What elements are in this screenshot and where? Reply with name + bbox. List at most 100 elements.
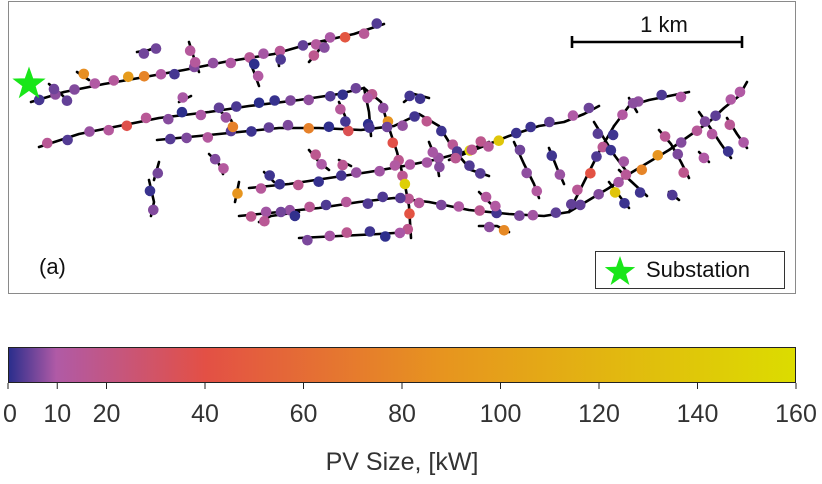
pv-node — [108, 75, 120, 86]
pv-node — [285, 95, 296, 106]
pv-node — [207, 57, 219, 69]
scale-bar-label: 1 km — [640, 12, 688, 37]
pv-node — [48, 83, 60, 95]
pv-node — [659, 131, 671, 142]
pv-node — [613, 176, 624, 188]
pv-node — [195, 109, 207, 121]
pv-node — [189, 57, 201, 68]
pv-node — [304, 201, 315, 213]
colorbar-tick-label: 100 — [479, 400, 522, 428]
colorbar-tick-label: 60 — [289, 400, 318, 428]
pv-node — [181, 132, 192, 144]
pv-node — [313, 176, 325, 187]
pv-node — [138, 48, 150, 59]
pv-node — [450, 152, 461, 164]
pv-node — [706, 128, 718, 140]
pv-node — [252, 70, 264, 82]
pv-node — [339, 32, 351, 43]
pv-node — [169, 68, 180, 80]
pv-node — [409, 111, 420, 122]
colorbar-tick-label: 0 — [3, 400, 17, 428]
pv-node — [480, 191, 492, 203]
pv-node — [152, 167, 164, 179]
pv-node — [484, 221, 495, 233]
pv-node — [336, 170, 347, 181]
pv-node — [325, 91, 336, 102]
pv-node — [567, 110, 579, 121]
pv-node — [453, 201, 465, 212]
pv-node — [310, 149, 322, 160]
pv-node — [121, 120, 133, 132]
pv-node — [209, 153, 221, 165]
pv-node — [436, 125, 447, 137]
pv-node — [364, 226, 376, 237]
pv-node — [165, 133, 176, 145]
pv-node — [220, 112, 232, 123]
pv-node — [343, 125, 354, 137]
pv-node — [609, 187, 621, 198]
pv-node — [636, 164, 648, 176]
pv-node — [634, 187, 646, 198]
pv-node — [78, 68, 90, 80]
substation-marker — [12, 66, 46, 99]
pv-node — [575, 199, 586, 211]
pv-node — [324, 32, 336, 43]
panel-label: (a) — [39, 254, 66, 279]
pv-nodes — [33, 18, 749, 246]
pv-node — [319, 42, 330, 53]
pv-node — [652, 150, 664, 161]
pv-node — [381, 121, 393, 133]
pv-node — [227, 121, 239, 133]
feeder-map-panel: 1 km (a) Substation — [8, 1, 796, 294]
pv-node — [320, 199, 332, 211]
pv-node — [554, 169, 566, 180]
pv-node — [69, 84, 80, 95]
pv-node — [274, 179, 286, 190]
pv-node — [155, 69, 167, 80]
pv-node — [89, 78, 101, 89]
pv-node — [264, 170, 275, 181]
colorbar-tick-label: 40 — [191, 400, 219, 428]
pv-node — [427, 146, 439, 158]
feeder-line — [447, 104, 601, 162]
pv-node — [176, 106, 188, 118]
pv-node — [511, 127, 522, 139]
pv-node — [675, 137, 687, 148]
feeder-line — [297, 230, 411, 240]
pv-node — [282, 119, 294, 131]
pv-node — [362, 92, 373, 104]
pv-node — [404, 159, 416, 170]
pv-node — [62, 134, 73, 146]
pv-node — [722, 146, 734, 157]
pv-node — [493, 135, 505, 146]
pv-node — [335, 104, 346, 115]
pv-node — [249, 58, 260, 70]
pv-node — [148, 204, 159, 216]
pv-node — [585, 168, 596, 179]
pv-node — [245, 211, 257, 222]
pv-node — [464, 160, 475, 171]
pv-node — [403, 193, 415, 205]
pv-node — [323, 121, 335, 133]
colorbar-title: PV Size, [kW] — [325, 448, 479, 476]
pv-node — [84, 126, 95, 137]
colorbar-tick-label: 140 — [676, 400, 719, 428]
pv-node — [620, 169, 632, 180]
substation-star-icon — [12, 66, 46, 99]
pv-node — [303, 94, 315, 106]
pv-node — [103, 124, 114, 136]
pv-node — [297, 40, 309, 51]
pv-node — [138, 71, 150, 82]
pv-node — [667, 189, 678, 201]
pv-node — [316, 159, 327, 170]
pv-node — [475, 168, 486, 179]
pv-node — [275, 54, 287, 65]
pv-node — [527, 209, 539, 221]
pv-node — [253, 97, 265, 109]
pv-node — [310, 39, 322, 50]
pv-node — [675, 91, 687, 103]
pv-node — [358, 28, 370, 39]
pv-node — [434, 161, 445, 173]
pv-node — [269, 95, 281, 106]
pv-node — [340, 116, 351, 127]
